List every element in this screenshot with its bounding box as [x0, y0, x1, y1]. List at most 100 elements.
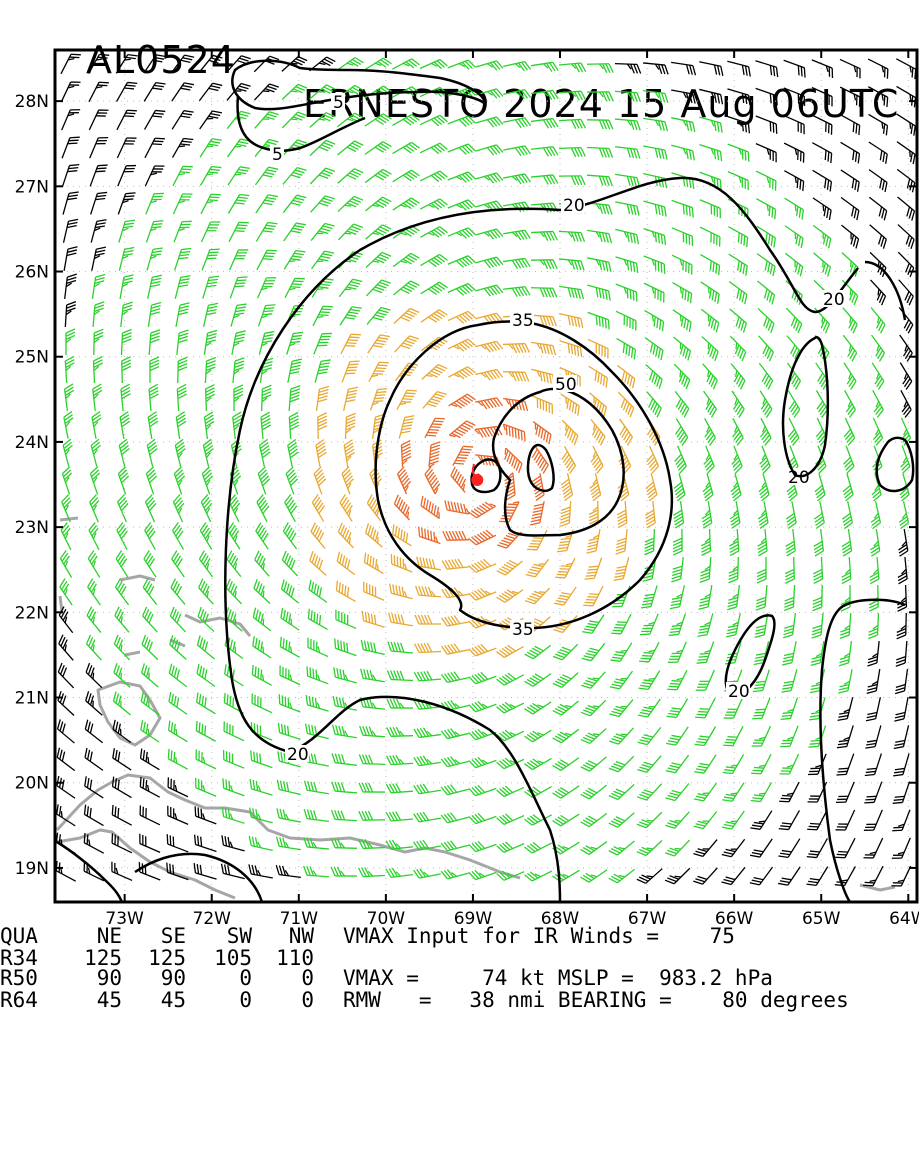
- barb-feather: [420, 557, 422, 567]
- wind-barb: [143, 607, 158, 632]
- barb-feather: [262, 341, 272, 343]
- barb-feather: [291, 338, 301, 339]
- barb-staff: [204, 333, 207, 355]
- barb-feather: [85, 720, 87, 730]
- barb-feather: [509, 426, 510, 436]
- barb-feather: [326, 168, 335, 171]
- wind-barb: [497, 645, 524, 657]
- barb-feather: [395, 526, 396, 536]
- barb-feather: [291, 287, 301, 288]
- barb-feather: [319, 287, 329, 288]
- barb-feather: [693, 66, 696, 76]
- barb-feather: [429, 502, 431, 512]
- wind-barb: [614, 557, 629, 580]
- barb-feather: [534, 504, 544, 506]
- barb-feather: [655, 204, 656, 214]
- wind-barb: [703, 473, 713, 500]
- wind-barb: [258, 467, 269, 495]
- wind-barb: [615, 91, 640, 102]
- barb-feather: [88, 665, 91, 674]
- barb-feather: [710, 261, 711, 271]
- barb-feather: [668, 714, 678, 715]
- barb-feather: [374, 398, 384, 399]
- barb-staff: [61, 54, 71, 74]
- barb-feather: [559, 544, 569, 545]
- wind-barb: [335, 639, 357, 656]
- barb-feather: [689, 207, 690, 217]
- barb-feather: [773, 266, 775, 276]
- barb-feather: [857, 210, 859, 220]
- barb-feather: [96, 274, 105, 277]
- barb-feather: [312, 553, 315, 562]
- barb-feather: [738, 261, 739, 271]
- barb-feather: [402, 587, 404, 597]
- barb-feather: [125, 220, 135, 221]
- barb-feather: [234, 364, 243, 367]
- wind-barb: [699, 117, 722, 133]
- wind-barb: [469, 559, 496, 572]
- wind-barb: [704, 391, 717, 417]
- wind-barb: [729, 254, 748, 276]
- barb-feather: [150, 336, 159, 339]
- wind-barb: [757, 254, 775, 276]
- wind-barb: [177, 330, 189, 355]
- barb-feather: [336, 581, 337, 591]
- barb-staff: [93, 305, 95, 327]
- wind-barb: [814, 529, 824, 556]
- barb-feather: [179, 333, 188, 336]
- barb-feather: [317, 289, 323, 290]
- barb-feather: [336, 697, 338, 707]
- barb-feather: [205, 698, 206, 708]
- barb-feather: [292, 335, 302, 336]
- barb-feather: [828, 152, 829, 162]
- barb-staff: [531, 90, 553, 93]
- wind-barb: [339, 252, 363, 269]
- barb-feather: [154, 221, 164, 222]
- barb-feather: [662, 206, 663, 216]
- barb-staff: [256, 223, 267, 242]
- barb-staff: [615, 147, 637, 150]
- barb-staff: [314, 334, 322, 354]
- wind-barb: [869, 197, 886, 220]
- barb-feather: [658, 233, 659, 243]
- barb-feather: [211, 58, 221, 61]
- barb-feather: [155, 110, 165, 111]
- wind-barb: [671, 118, 695, 132]
- barb-feather: [354, 224, 363, 227]
- barb-feather: [784, 632, 793, 635]
- barb-staff: [898, 225, 914, 240]
- wind-barb: [562, 446, 576, 473]
- barb-feather: [306, 695, 307, 705]
- barb-feather: [396, 585, 398, 595]
- barb-staff: [147, 249, 153, 270]
- barb-feather: [880, 179, 882, 189]
- wind-barb: [308, 609, 327, 630]
- wind-barb: [448, 228, 475, 238]
- wind-barb: [756, 88, 778, 105]
- barb-staff: [284, 251, 295, 270]
- barb-feather: [261, 642, 263, 652]
- wind-barb: [610, 671, 633, 689]
- wind-barb: [674, 473, 685, 500]
- barb-staff: [849, 641, 852, 663]
- wind-barb: [843, 335, 856, 361]
- barb-staff: [813, 198, 831, 210]
- wind-barb: [205, 358, 215, 383]
- barb-feather: [568, 288, 571, 297]
- barb-feather: [595, 371, 596, 381]
- barb-feather: [241, 111, 251, 113]
- barb-feather: [237, 144, 247, 146]
- barb-feather: [756, 681, 766, 682]
- wind-barb: [527, 530, 547, 550]
- barb-staff: [201, 222, 210, 242]
- barb-feather: [627, 176, 630, 185]
- barb-feather: [632, 348, 633, 358]
- wind-barb: [260, 358, 273, 382]
- wind-barb: [173, 166, 193, 186]
- wind-barb: [255, 112, 279, 129]
- barb-feather: [561, 513, 570, 516]
- barb-feather: [325, 196, 334, 199]
- barb-feather: [634, 177, 637, 186]
- wind-barb: [58, 663, 73, 688]
- barb-feather: [269, 167, 279, 169]
